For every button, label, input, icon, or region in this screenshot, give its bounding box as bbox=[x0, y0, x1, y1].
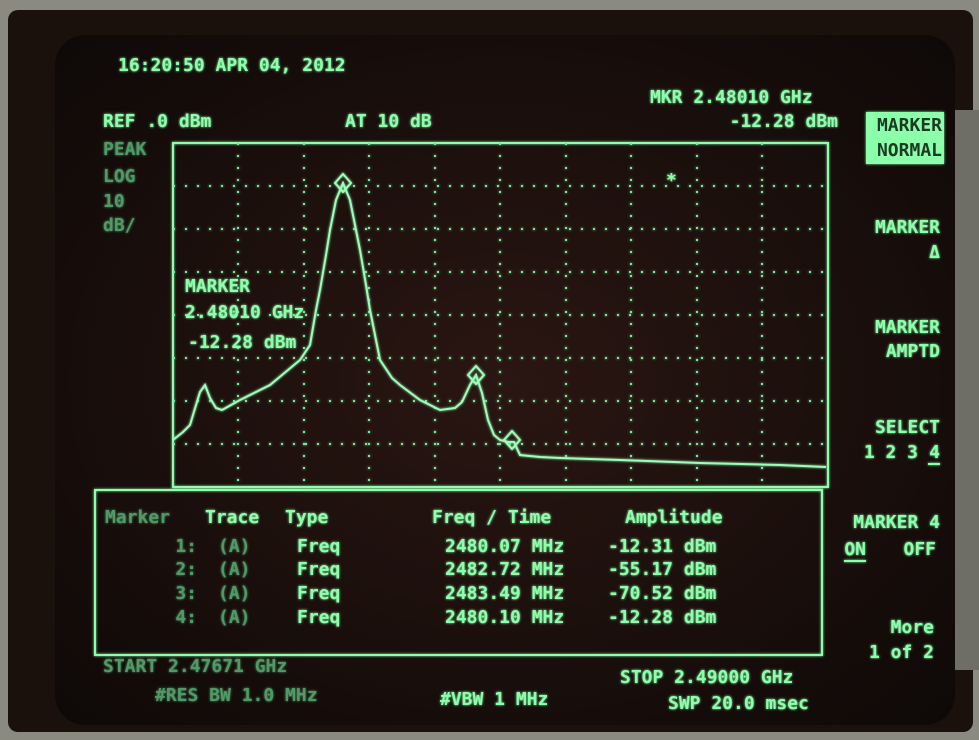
softkey-label[interactable]: MARKER 4 bbox=[853, 512, 940, 533]
table-cell: 2480.10 MHz bbox=[445, 607, 564, 628]
table-header: Type bbox=[285, 507, 329, 528]
start-freq: START 2.47671 GHz bbox=[103, 656, 287, 677]
table-cell: Freq bbox=[297, 607, 340, 628]
softkey-label[interactable]: MARKER bbox=[875, 317, 940, 338]
marker-amp: -12.28 dBm bbox=[730, 111, 839, 132]
table-header: Marker bbox=[105, 507, 170, 528]
softkey-selected[interactable]: 4 bbox=[929, 442, 940, 463]
table-cell: -55.17 dBm bbox=[608, 559, 717, 580]
res-bw: #RES BW 1.0 MHz bbox=[155, 685, 318, 706]
table-cell: 2480.07 MHz bbox=[445, 536, 564, 557]
timestamp: 16:20:50 APR 04, 2012 bbox=[118, 55, 346, 76]
table-cell: Freq bbox=[297, 583, 340, 604]
softkey-label[interactable]: MARKER bbox=[877, 115, 942, 136]
table-cell: -12.31 dBm bbox=[608, 536, 717, 557]
softkey-selected[interactable]: ON bbox=[844, 539, 866, 560]
table-cell: 3: bbox=[175, 583, 197, 604]
table-cell: -70.52 dBm bbox=[608, 583, 717, 604]
table-cell: 2482.72 MHz bbox=[445, 559, 564, 580]
table-cell: (A) bbox=[218, 536, 251, 557]
softkey-label[interactable]: SELECT bbox=[875, 417, 940, 438]
table-cell: -12.28 dBm bbox=[608, 607, 717, 628]
marker-readout: MARKER bbox=[185, 276, 250, 297]
softkey-buttons bbox=[955, 110, 979, 670]
table-cell: 1: bbox=[175, 536, 197, 557]
marker-freq: MKR 2.48010 GHz bbox=[650, 87, 813, 108]
softkey-label[interactable]: NORMAL bbox=[877, 140, 942, 161]
table-cell: 2: bbox=[175, 559, 197, 580]
softkey-label[interactable]: 1 of 2 bbox=[869, 642, 934, 663]
table-cell: (A) bbox=[218, 583, 251, 604]
softkey-label[interactable]: OFF bbox=[903, 539, 936, 560]
softkey-label[interactable]: 1 2 3 bbox=[864, 442, 918, 463]
softkey-label[interactable]: Δ bbox=[929, 242, 940, 263]
softkey-label[interactable]: MARKER bbox=[875, 217, 940, 238]
table-cell: Freq bbox=[297, 536, 340, 557]
table-cell: (A) bbox=[218, 607, 251, 628]
ref-level: REF .0 dBm bbox=[103, 111, 212, 132]
softkey-label[interactable]: AMPTD bbox=[886, 341, 940, 362]
scale-label: dB/ bbox=[103, 215, 136, 236]
scale-label: PEAK bbox=[103, 139, 147, 160]
table-cell: Freq bbox=[297, 559, 340, 580]
scale-label: 10 bbox=[103, 191, 125, 212]
scale-label: LOG bbox=[103, 166, 136, 187]
attenuation: AT 10 dB bbox=[345, 111, 432, 132]
table-cell: 2483.49 MHz bbox=[445, 583, 564, 604]
table-cell: 4: bbox=[175, 607, 197, 628]
table-header: Trace bbox=[205, 507, 259, 528]
marker-readout: -12.28 dBm bbox=[188, 332, 297, 353]
table-cell: (A) bbox=[218, 559, 251, 580]
stop-freq: STOP 2.49000 GHz bbox=[620, 667, 793, 688]
table-header: Amplitude bbox=[625, 507, 723, 528]
sweep-time: SWP 20.0 msec bbox=[668, 693, 809, 714]
analyzer-screen: * 16:20:50 APR 04, 2012 REF .0 dBm AT 10… bbox=[0, 0, 979, 740]
softkey-label[interactable]: More bbox=[891, 617, 935, 638]
marker-readout: 2.48010 GHz bbox=[185, 302, 304, 323]
vbw: #VBW 1 MHz bbox=[440, 689, 548, 710]
table-header: Freq / Time bbox=[432, 507, 551, 528]
marker-star: * bbox=[666, 170, 677, 191]
